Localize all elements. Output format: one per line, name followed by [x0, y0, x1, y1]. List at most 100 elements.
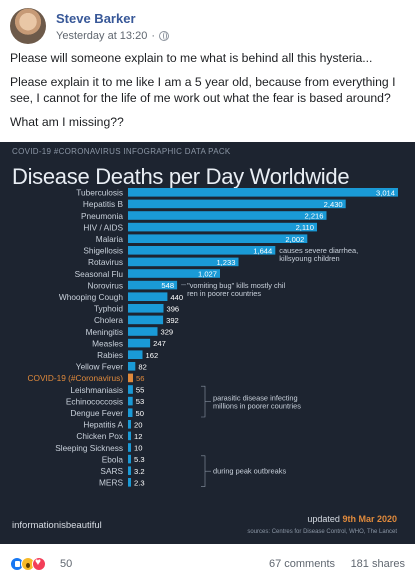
- bar: [128, 454, 131, 464]
- value-label: 2.3: [134, 478, 145, 487]
- bar: [128, 211, 327, 220]
- bar-chart: Tuberculosis 3,014 Hepatitis B 2,430 Pneumon…: [28, 188, 398, 488]
- annotation-text: millions in poorer countries: [213, 402, 301, 411]
- value-label: 3,014: [376, 188, 395, 197]
- annotation-text: ren in poorer countries: [187, 289, 261, 298]
- reaction-count[interactable]: 50: [60, 558, 73, 570]
- value-label: 1,027: [198, 270, 217, 279]
- bar: [128, 280, 178, 290]
- bar: [128, 257, 239, 267]
- post-paragraph: Please will someone explain to me what i…: [10, 51, 373, 65]
- bar: [128, 246, 276, 255]
- bar: [128, 222, 317, 232]
- category-label: Seasonal Flu: [75, 269, 124, 279]
- annotation-text: parasitic disease infecting: [213, 394, 298, 403]
- value-label: 10: [134, 444, 142, 453]
- annotation-bracket: [201, 385, 206, 418]
- value-label: 392: [166, 316, 179, 325]
- post-paragraph: Please explain it to me like I am a 5 ye…: [10, 75, 396, 105]
- annotation-text: during peak outbreaks: [213, 467, 286, 476]
- value-label: 1,644: [253, 246, 272, 255]
- bar: [128, 443, 131, 452]
- bar: [128, 338, 151, 348]
- category-label: Measles: [92, 338, 123, 348]
- bar: [128, 408, 133, 417]
- bar: [128, 478, 131, 487]
- updated-date: updated 9th Mar 2020: [307, 514, 397, 524]
- infographic-image[interactable]: COVID-19 #CORONAVIRUS INFOGRAPHIC DATA P…: [0, 142, 415, 544]
- value-label: 50: [135, 409, 143, 418]
- comments-count[interactable]: 67 comments: [268, 558, 335, 570]
- category-label: Whooping Cough: [59, 292, 124, 302]
- bar: [128, 327, 158, 336]
- category-label: Hepatitis A: [83, 420, 123, 430]
- annotation-bracket: [201, 455, 206, 487]
- category-label: COVID-19 (#Coronavirus): [28, 373, 124, 383]
- chart-title: Disease Deaths per Day Worldwide: [12, 164, 350, 189]
- author-name[interactable]: Steve Barker: [56, 11, 136, 26]
- value-label: 12: [134, 432, 142, 441]
- value-label: 2,430: [324, 200, 343, 209]
- dot-separator: ·: [151, 30, 156, 42]
- shares-count[interactable]: 181 shares: [350, 558, 405, 570]
- updated-date-value: 9th Mar 2020: [342, 514, 397, 524]
- category-label: Leishmaniasis: [70, 385, 123, 395]
- bar: [128, 431, 131, 441]
- reaction-icons[interactable]: [10, 557, 46, 571]
- value-label: 2,110: [296, 223, 314, 232]
- value-label: 2,002: [285, 235, 304, 244]
- category-label: Shigellosis: [83, 246, 123, 256]
- bar: [128, 466, 131, 475]
- category-label: Rotavirus: [88, 257, 123, 267]
- value-label: 396: [166, 304, 179, 313]
- category-label: Echinococcosis: [66, 396, 123, 406]
- value-label: 20: [134, 420, 142, 429]
- category-label: Malaria: [96, 234, 124, 244]
- value-label: 5.3: [134, 455, 145, 464]
- category-label: Norovirus: [87, 280, 123, 290]
- category-label: Ebola: [102, 454, 124, 464]
- value-label: 2,216: [304, 212, 323, 221]
- category-label: Hepatitis B: [83, 199, 124, 209]
- category-label: SARS: [100, 466, 123, 476]
- avatar[interactable]: [10, 8, 46, 44]
- love-icon: [32, 557, 46, 571]
- category-label: Sleeping Sickness: [55, 443, 123, 453]
- bar: [128, 188, 398, 197]
- category-label: Pneumonia: [81, 211, 123, 221]
- value-label: 82: [138, 362, 146, 371]
- category-label: MERS: [99, 478, 123, 488]
- category-label: HIV / AIDS: [83, 222, 123, 232]
- source-logo: informationisbeautiful: [12, 520, 102, 531]
- bar: [128, 292, 168, 301]
- value-label: 440: [170, 293, 183, 302]
- value-label: 53: [136, 397, 144, 406]
- annotation-text: causes severe diarrhea,: [279, 246, 358, 255]
- post-text: Please will someone explain to me what i…: [10, 50, 410, 138]
- reactions-bar: 50 67 comments 181 shares: [10, 556, 405, 574]
- category-label: Tuberculosis: [76, 188, 123, 198]
- value-label: 247: [153, 339, 166, 348]
- data-pack-label: COVID-19 #CORONAVIRUS INFOGRAPHIC DATA P…: [12, 147, 231, 156]
- value-label: 1,233: [216, 258, 235, 267]
- annotation-text: "vomiting bug" kills mostly chil: [187, 281, 285, 290]
- post-meta: Yesterday at 13:20 ·: [56, 30, 170, 42]
- annotation-text: killsyoung children: [279, 254, 339, 263]
- bar: [128, 199, 346, 209]
- bar: [128, 385, 133, 394]
- bar: [128, 234, 308, 243]
- value-label: 162: [146, 351, 159, 360]
- category-label: Rabies: [97, 350, 123, 360]
- category-label: Dengue Fever: [70, 408, 123, 418]
- value-label: 548: [161, 281, 174, 290]
- category-label: Yellow Fever: [76, 362, 123, 372]
- bar: [128, 304, 164, 313]
- post-header: Steve Barker Yesterday at 13:20 ·: [10, 8, 405, 48]
- post-timestamp[interactable]: Yesterday at 13:20: [56, 30, 148, 42]
- category-label: Typhoid: [94, 304, 123, 314]
- globe-icon: [159, 31, 170, 41]
- value-label: 329: [160, 328, 173, 337]
- bar: [128, 396, 133, 406]
- sources-note: sources: Centres for Disease Control, WH…: [247, 529, 397, 535]
- value-label: 56: [136, 374, 144, 383]
